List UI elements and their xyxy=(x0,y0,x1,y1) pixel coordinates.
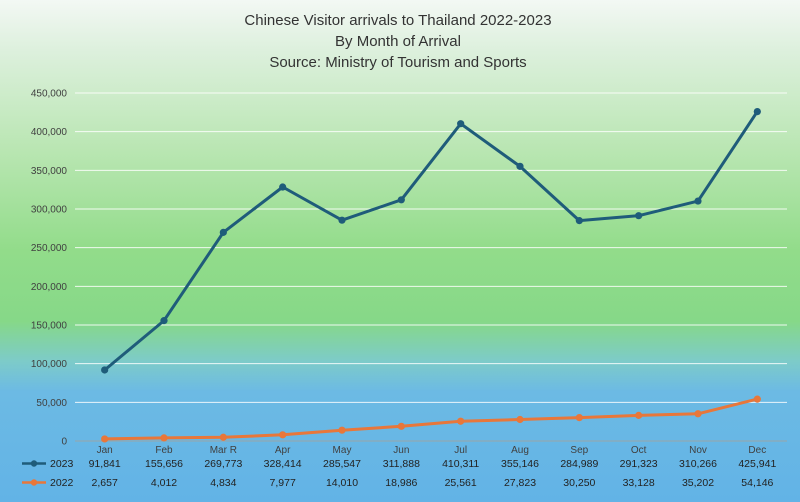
data-point-2023 xyxy=(457,120,465,128)
x-category-label: Apr xyxy=(275,445,291,456)
chart-source: Source: Ministry of Tourism and Sports xyxy=(269,54,526,71)
chart-title: Chinese Visitor arrivals to Thailand 202… xyxy=(244,12,551,29)
x-axis-categories: Jan Feb Mar R Apr May Jun Jul Aug Sep Oct Nov Dec xyxy=(97,445,767,456)
data-point-2023 xyxy=(397,196,405,204)
y-tick-label: 0 xyxy=(61,437,67,448)
data-table-cell: 2,657 xyxy=(92,477,118,489)
y-tick-label: 200,000 xyxy=(31,282,68,293)
y-tick-label: 100,000 xyxy=(31,359,68,370)
data-table-cell: 310,266 xyxy=(679,458,717,470)
data-point-2022 xyxy=(219,433,227,441)
x-category-label: Oct xyxy=(631,445,647,456)
data-table-cell: 14,010 xyxy=(326,477,358,489)
data-table-cell: 155,656 xyxy=(145,458,183,470)
y-tick-label: 150,000 xyxy=(31,321,68,332)
data-point-2023 xyxy=(753,108,761,116)
legend-key-marker-2022 xyxy=(30,479,38,486)
data-table-cell: 27,823 xyxy=(504,477,536,489)
x-category-label: Dec xyxy=(748,445,766,456)
data-point-2023 xyxy=(694,197,702,205)
series-line-2022 xyxy=(103,397,759,441)
data-point-2022 xyxy=(338,426,346,434)
data-table-cell: 285,547 xyxy=(323,458,361,470)
x-category-label: Sep xyxy=(570,445,588,456)
data-point-2023 xyxy=(101,366,109,374)
data-point-2022 xyxy=(397,422,405,430)
data-point-2022 xyxy=(160,434,168,442)
series-lines xyxy=(103,110,759,441)
data-table: 2023 91,841 155,656 269,773 328,414 285,547 31… xyxy=(22,458,776,489)
data-table-cell: 284,989 xyxy=(560,458,598,470)
data-table-cell: 91,841 xyxy=(89,458,121,470)
data-table-cell: 33,128 xyxy=(623,477,655,489)
data-table-cell: 54,146 xyxy=(741,477,773,489)
data-table-cell: 328,414 xyxy=(264,458,302,470)
data-point-2023 xyxy=(575,217,583,225)
data-point-2023 xyxy=(279,183,287,191)
y-tick-label: 250,000 xyxy=(31,243,68,254)
chart-subtitle: By Month of Arrival xyxy=(335,33,461,50)
data-point-2022 xyxy=(753,395,761,403)
legend-key-marker-2023 xyxy=(30,460,38,467)
data-table-cell: 18,986 xyxy=(385,477,417,489)
data-point-2022 xyxy=(279,431,287,439)
legend-series-name: 2022 xyxy=(50,477,74,489)
data-table-cell: 25,561 xyxy=(445,477,477,489)
data-point-2023 xyxy=(219,228,227,236)
x-category-label: Nov xyxy=(689,445,707,456)
data-table-cell: 4,834 xyxy=(210,477,236,489)
data-point-2023 xyxy=(160,317,168,325)
data-point-2022 xyxy=(575,414,583,422)
x-category-label: Jun xyxy=(393,445,409,456)
series-points xyxy=(101,108,761,443)
data-table-cell: 291,323 xyxy=(620,458,658,470)
data-table-cell: 425,941 xyxy=(738,458,776,470)
data-table-cell: 4,012 xyxy=(151,477,177,489)
data-point-2023 xyxy=(635,212,643,220)
x-category-label: Aug xyxy=(511,445,529,456)
chart-title-block: Chinese Visitor arrivals to Thailand 202… xyxy=(244,12,551,71)
x-category-label: May xyxy=(333,445,352,456)
data-point-2022 xyxy=(457,417,465,425)
data-point-2023 xyxy=(338,216,346,224)
data-point-2022 xyxy=(101,435,109,443)
data-table-cell: 30,250 xyxy=(563,477,595,489)
data-point-2023 xyxy=(516,162,524,170)
y-tick-label: 450,000 xyxy=(31,89,68,100)
x-category-label: Feb xyxy=(155,445,173,456)
y-tick-label: 400,000 xyxy=(31,127,68,138)
data-table-cell: 311,888 xyxy=(383,458,420,470)
grid-lines xyxy=(75,92,787,442)
data-table-cell: 410,311 xyxy=(442,458,479,470)
data-point-2022 xyxy=(694,410,702,418)
x-category-label: Jan xyxy=(97,445,113,456)
data-table-cell: 269,773 xyxy=(204,458,242,470)
data-point-2022 xyxy=(516,415,524,424)
data-point-2022 xyxy=(635,411,643,419)
y-tick-label: 350,000 xyxy=(31,166,68,177)
y-tick-label: 50,000 xyxy=(36,398,67,409)
x-category-label: Jul xyxy=(454,445,467,456)
y-tick-label: 300,000 xyxy=(31,205,68,216)
data-table-cell: 35,202 xyxy=(682,477,714,489)
y-axis-ticks: 0 50,000 100,000 150,000 200,000 250,000 300,0… xyxy=(31,89,68,448)
data-table-cell: 355,146 xyxy=(501,458,539,470)
series-line-2023 xyxy=(103,110,759,372)
x-category-label: Mar R xyxy=(210,445,237,456)
legend-series-name: 2023 xyxy=(50,458,74,470)
data-table-cell: 7,977 xyxy=(270,477,296,489)
